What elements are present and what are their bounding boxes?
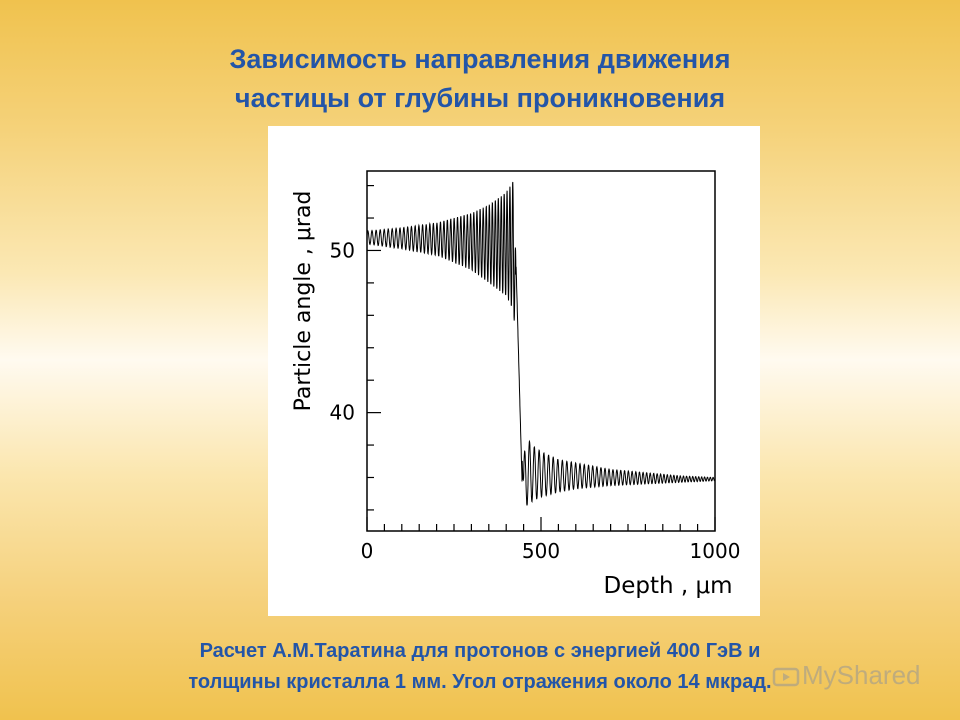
slide-title: Зависимость направления движения частицы…	[0, 40, 960, 118]
slide-title-line-1: Зависимость направления движения	[229, 44, 731, 74]
plot-panel: 0 500 1000 50 40 Depth , μm Particle angle ,…	[268, 126, 760, 616]
slide-caption-line-1: Расчет А.М.Таратина для протонов с энерг…	[199, 640, 761, 662]
series-line	[366, 181, 716, 506]
chart: 0 500 1000 50 40 Depth , μm Particle angle ,…	[291, 170, 741, 599]
watermark-logo: MyShared	[772, 658, 921, 692]
x-tick-label: 500	[522, 539, 560, 563]
x-tick-label: 1000	[690, 539, 741, 563]
y-tick-label: 50	[330, 238, 355, 262]
tick-labels: 0 500 1000 50 40	[330, 238, 741, 563]
slide-caption-line-2: толщины кристалла 1 мм. Угол отражения о…	[188, 671, 772, 693]
x-axis-label: Depth , μm	[603, 573, 732, 599]
slide-title-line-2: частицы от глубины проникновения	[234, 83, 726, 113]
y-axis-label: Particle angle , μrad	[291, 191, 316, 412]
y-tick-label: 40	[330, 401, 355, 425]
watermark-icon	[772, 667, 800, 687]
x-tick-label: 0	[361, 539, 374, 563]
axis-ticks	[366, 184, 716, 531]
slide-caption: Расчет А.М.Таратина для протонов с энерг…	[0, 636, 960, 698]
watermark-text: MyShared	[802, 660, 921, 690]
